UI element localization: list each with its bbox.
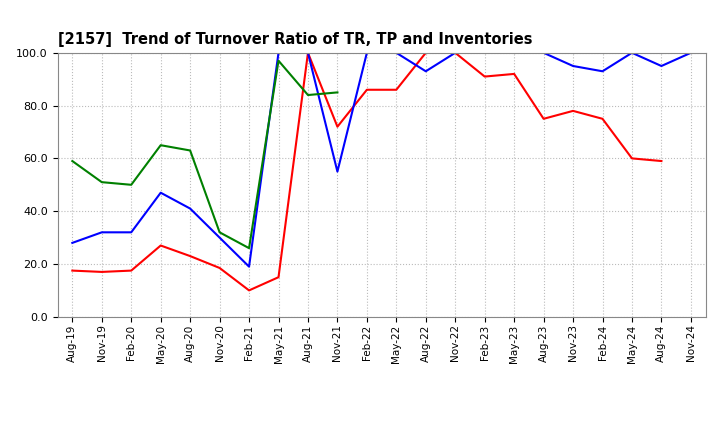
- Trade Payables: [333, 169, 342, 174]
- Trade Payables: [598, 69, 607, 74]
- Trade Payables: [363, 50, 372, 55]
- Trade Payables: [687, 50, 696, 55]
- Inventories: [274, 58, 283, 63]
- Trade Receivables: [628, 156, 636, 161]
- Trade Payables: [628, 50, 636, 55]
- Trade Payables: [245, 264, 253, 269]
- Trade Payables: [569, 63, 577, 69]
- Inventories: [304, 92, 312, 98]
- Inventories: [127, 182, 135, 187]
- Trade Payables: [186, 206, 194, 211]
- Inventories: [333, 90, 342, 95]
- Trade Receivables: [480, 74, 489, 79]
- Trade Payables: [97, 230, 106, 235]
- Trade Payables: [274, 50, 283, 55]
- Inventories: [97, 180, 106, 185]
- Trade Receivables: [451, 50, 459, 55]
- Trade Payables: [127, 230, 135, 235]
- Trade Receivables: [421, 50, 430, 55]
- Trade Receivables: [215, 265, 224, 271]
- Trade Payables: [480, 50, 489, 55]
- Line: Trade Receivables: Trade Receivables: [72, 53, 662, 290]
- Inventories: [68, 158, 76, 164]
- Trade Receivables: [97, 269, 106, 275]
- Trade Payables: [657, 63, 666, 69]
- Trade Payables: [451, 50, 459, 55]
- Trade Receivables: [569, 108, 577, 114]
- Trade Receivables: [539, 116, 548, 121]
- Trade Receivables: [245, 288, 253, 293]
- Trade Payables: [392, 50, 400, 55]
- Trade Payables: [215, 235, 224, 240]
- Inventories: [215, 230, 224, 235]
- Trade Receivables: [156, 243, 165, 248]
- Trade Receivables: [186, 253, 194, 259]
- Trade Receivables: [598, 116, 607, 121]
- Inventories: [245, 246, 253, 251]
- Inventories: [186, 148, 194, 153]
- Trade Payables: [421, 69, 430, 74]
- Trade Receivables: [510, 71, 518, 77]
- Trade Payables: [510, 50, 518, 55]
- Line: Trade Payables: Trade Payables: [72, 53, 691, 267]
- Trade Receivables: [333, 124, 342, 129]
- Text: [2157]  Trend of Turnover Ratio of TR, TP and Inventories: [2157] Trend of Turnover Ratio of TR, TP…: [58, 33, 532, 48]
- Trade Payables: [68, 240, 76, 246]
- Trade Payables: [539, 50, 548, 55]
- Line: Inventories: Inventories: [72, 61, 338, 248]
- Trade Receivables: [363, 87, 372, 92]
- Trade Receivables: [304, 50, 312, 55]
- Trade Receivables: [68, 268, 76, 273]
- Trade Receivables: [274, 275, 283, 280]
- Trade Payables: [156, 190, 165, 195]
- Trade Payables: [304, 50, 312, 55]
- Inventories: [156, 143, 165, 148]
- Trade Receivables: [392, 87, 400, 92]
- Trade Receivables: [657, 158, 666, 164]
- Trade Receivables: [127, 268, 135, 273]
